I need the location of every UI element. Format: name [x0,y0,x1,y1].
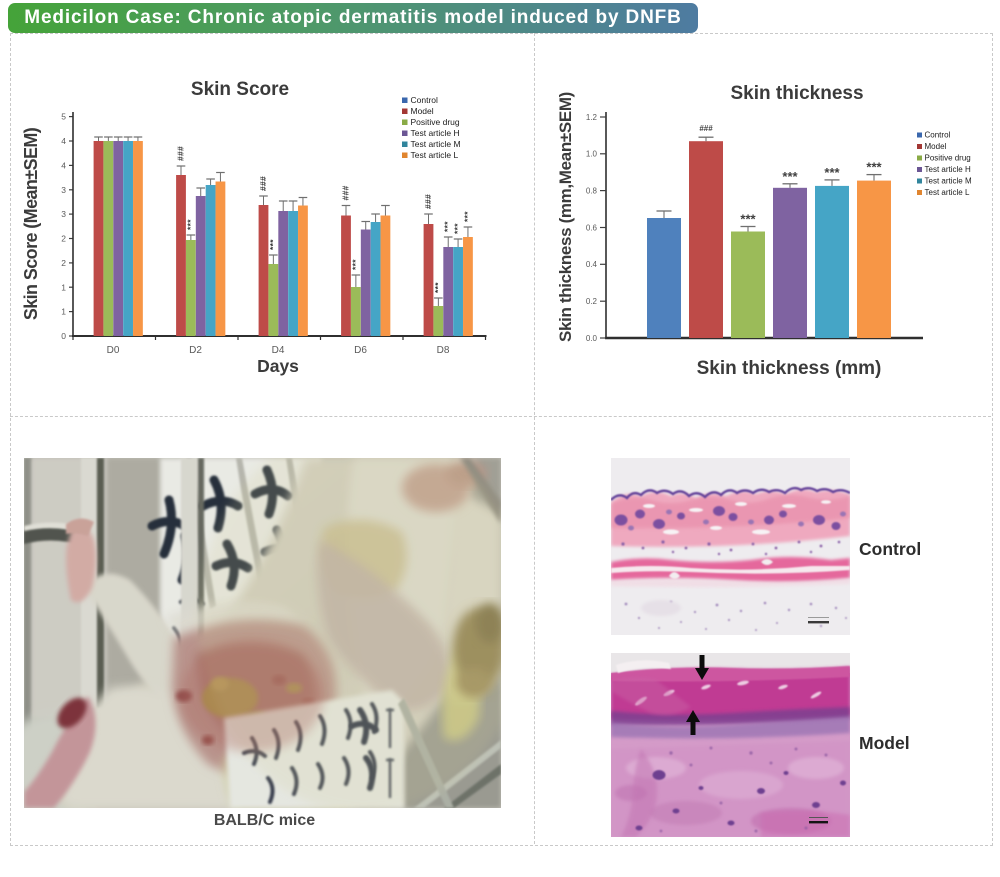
svg-text:***: *** [433,282,443,293]
svg-text:0.0: 0.0 [586,334,598,343]
svg-text:Test article M: Test article M [411,139,461,149]
svg-text:Test article H: Test article H [411,128,460,138]
svg-text:0.4: 0.4 [586,260,598,269]
svg-text:###: ### [699,124,713,133]
svg-text:***: *** [462,211,472,222]
svg-text:1.0: 1.0 [586,150,598,159]
svg-text:0.8: 0.8 [586,186,598,195]
svg-text:Test article H: Test article H [925,165,971,174]
svg-text:***: *** [740,212,756,227]
svg-text:Positive drug: Positive drug [925,154,971,163]
svg-text:###: ### [423,194,433,209]
svg-text:###: ### [258,176,268,191]
svg-text:***: *** [350,259,360,270]
svg-text:***: *** [268,239,278,250]
svg-text:D2: D2 [189,345,202,356]
svg-text:###: ### [341,185,351,200]
svg-text:1: 1 [61,307,66,317]
svg-text:***: *** [443,221,453,232]
svg-text:***: *** [866,160,882,175]
svg-text:3: 3 [61,185,66,195]
svg-text:###: ### [176,146,186,161]
svg-text:Test article L: Test article L [925,188,970,197]
svg-text:0: 0 [61,331,66,341]
svg-text:Test article L: Test article L [411,150,459,160]
svg-text:***: *** [824,165,840,180]
svg-text:1.2: 1.2 [586,113,598,122]
svg-text:D0: D0 [107,345,120,356]
svg-text:Skin thickness (mm,Mean±SEM): Skin thickness (mm,Mean±SEM) [556,92,575,342]
svg-text:***: *** [185,219,195,230]
svg-text:Skin Score (Mean±SEM): Skin Score (Mean±SEM) [21,127,41,320]
svg-text:1: 1 [61,282,66,292]
svg-text:***: *** [453,223,463,234]
svg-text:Skin Score: Skin Score [191,79,289,100]
svg-text:Days: Days [257,356,299,376]
svg-text:2: 2 [61,234,66,244]
svg-text:4: 4 [61,136,66,146]
svg-text:***: *** [782,169,798,184]
svg-text:Skin thickness (mm): Skin thickness (mm) [697,358,882,379]
svg-text:2: 2 [61,258,66,268]
svg-text:0.2: 0.2 [586,297,598,306]
svg-text:Skin thickness: Skin thickness [730,83,863,104]
svg-text:5: 5 [61,112,66,122]
svg-text:3: 3 [61,209,66,219]
svg-text:Model: Model [925,142,947,151]
svg-text:Test article M: Test article M [925,177,972,186]
svg-text:Control: Control [411,95,439,105]
svg-text:Model: Model [411,106,434,116]
svg-text:0.6: 0.6 [586,223,598,232]
svg-text:D8: D8 [437,345,450,356]
svg-text:Positive drug: Positive drug [411,117,460,127]
svg-text:Control: Control [925,131,951,140]
svg-text:4: 4 [61,160,66,170]
svg-text:D4: D4 [272,345,285,356]
svg-text:D6: D6 [354,345,367,356]
